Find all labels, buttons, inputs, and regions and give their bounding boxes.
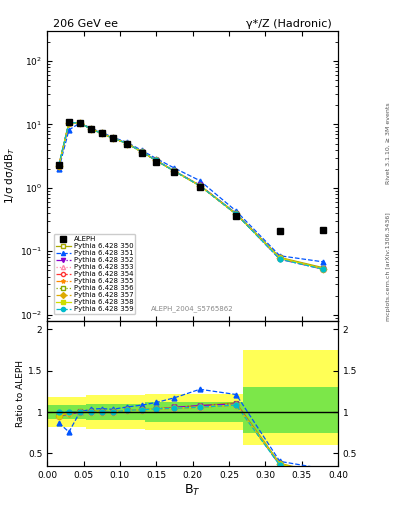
X-axis label: B$_T$: B$_T$ — [184, 482, 201, 498]
Y-axis label: 1/σ dσ/dB$_T$: 1/σ dσ/dB$_T$ — [4, 147, 17, 204]
Text: 206 GeV ee: 206 GeV ee — [53, 19, 118, 29]
Text: mcplots.cern.ch [arXiv:1306.3436]: mcplots.cern.ch [arXiv:1306.3436] — [386, 212, 391, 321]
Text: Rivet 3.1.10, ≥ 3M events: Rivet 3.1.10, ≥ 3M events — [386, 102, 391, 184]
Legend: ALEPH, Pythia 6.428 350, Pythia 6.428 351, Pythia 6.428 352, Pythia 6.428 353, P: ALEPH, Pythia 6.428 350, Pythia 6.428 35… — [53, 234, 135, 314]
Text: ALEPH_2004_S5765862: ALEPH_2004_S5765862 — [151, 305, 234, 312]
Y-axis label: Ratio to ALEPH: Ratio to ALEPH — [16, 360, 25, 427]
Text: γ*/Z (Hadronic): γ*/Z (Hadronic) — [246, 19, 332, 29]
